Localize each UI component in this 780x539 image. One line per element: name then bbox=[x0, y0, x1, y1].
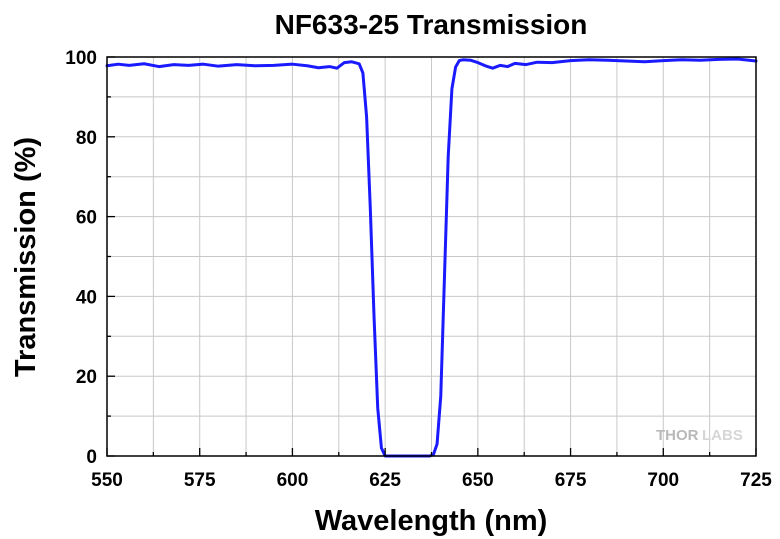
y-tick-label: 100 bbox=[65, 48, 97, 69]
x-axis-tick-labels: 550 575 600 625 650 675 700 725 bbox=[91, 470, 772, 491]
grid-lines bbox=[107, 57, 756, 456]
x-axis-label: Wavelength (nm) bbox=[315, 505, 548, 537]
x-tick-label: 550 bbox=[91, 470, 123, 491]
x-tick-label: 700 bbox=[647, 470, 679, 491]
y-tick-label: 20 bbox=[76, 367, 97, 388]
x-tick-label: 600 bbox=[277, 470, 309, 491]
y-axis-label: Transmission (%) bbox=[10, 137, 42, 377]
x-tick-label: 650 bbox=[462, 470, 494, 491]
x-tick-label: 625 bbox=[369, 470, 401, 491]
chart-title: NF633-25 Transmission bbox=[275, 9, 588, 40]
y-tick-label: 60 bbox=[76, 208, 97, 229]
y-axis-tick-labels: 0 20 40 60 80 100 bbox=[65, 48, 97, 468]
y-tick-label: 0 bbox=[86, 447, 97, 468]
watermark-logo-labs: LABS bbox=[702, 427, 743, 444]
y-tick-label: 80 bbox=[76, 128, 97, 149]
y-tick-label: 40 bbox=[76, 287, 97, 308]
axis-ticks bbox=[106, 56, 757, 457]
watermark-logo-thor: THOR bbox=[656, 427, 699, 444]
x-tick-label: 725 bbox=[740, 470, 772, 491]
x-tick-label: 675 bbox=[555, 470, 587, 491]
x-tick-label: 575 bbox=[184, 470, 216, 491]
